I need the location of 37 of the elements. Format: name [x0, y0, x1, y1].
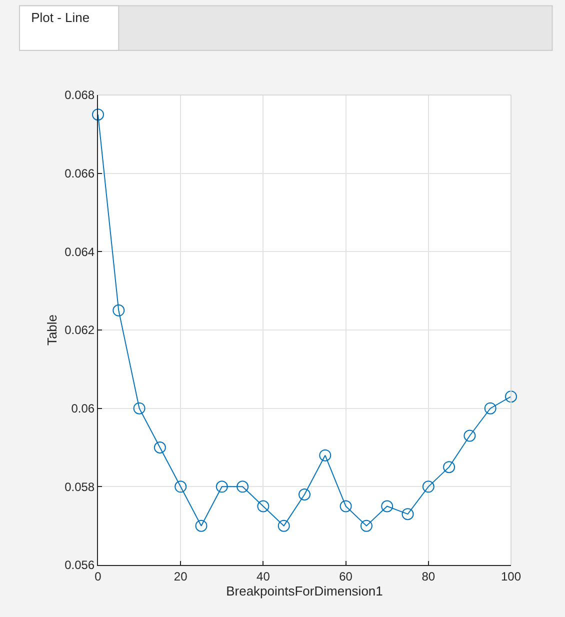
point: [133, 402, 146, 414]
point: [319, 449, 332, 462]
point: [236, 480, 249, 493]
x-tick-label: 40: [256, 569, 270, 584]
y-tick-label: 0.056: [64, 558, 95, 572]
point: [381, 500, 394, 512]
point: [443, 461, 456, 474]
x-tick-label: 80: [422, 569, 436, 584]
point: [174, 480, 187, 493]
point: [298, 488, 310, 500]
y-tick-label: 0.06: [71, 402, 95, 416]
point: [257, 500, 270, 512]
y-tick-label: 0.068: [64, 88, 95, 102]
point: [422, 480, 434, 493]
x-axis-title: BreakpointsForDimension1: [226, 583, 383, 598]
point: [195, 520, 208, 532]
point: [154, 442, 166, 454]
point: [340, 500, 352, 512]
point: [112, 304, 125, 316]
y-tick-label: 0.058: [64, 480, 95, 494]
x-tick-label: 0: [94, 569, 102, 584]
y-tick-label: 0.062: [64, 323, 95, 338]
point: [464, 430, 476, 442]
point: [505, 390, 517, 403]
point: [484, 402, 496, 414]
point: [92, 108, 104, 121]
x-tick-label: 100: [500, 569, 522, 584]
point: [278, 520, 290, 532]
x-tick-label: 60: [339, 569, 353, 584]
y-tick-label: 0.066: [64, 166, 95, 181]
y-tick-label: 0.064: [64, 244, 95, 259]
point: [360, 520, 372, 532]
x-tick-label: 20: [174, 569, 188, 584]
point: [216, 480, 228, 493]
y-axis-title: Table: [44, 314, 60, 346]
point: [402, 508, 414, 520]
chart-title: Plot - Line: [31, 10, 90, 25]
